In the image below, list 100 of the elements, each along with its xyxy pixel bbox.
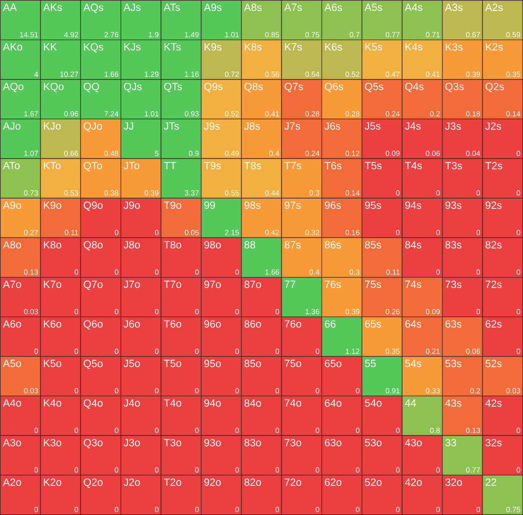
text: T6o [164,320,182,328]
text: AJo [2,122,20,130]
text: 76o [284,320,302,328]
text: A4s [404,4,422,11]
text: J4s [404,122,421,130]
text: J5o [124,360,140,368]
text: Q9o [84,202,103,211]
text: 63o [324,438,342,446]
text: 87s [284,241,301,248]
text: J6o [124,320,140,328]
text: K4o [44,399,62,407]
text: J8o [124,241,140,248]
text: 88 [244,241,256,248]
text: TT [164,162,176,170]
text: J2o [124,478,140,486]
text: T4o [164,399,182,407]
text: A8o [2,241,22,248]
text: 72s [486,280,502,288]
text: J7s [284,122,300,130]
text: 86o [244,320,262,328]
text: J2s [485,122,501,130]
text: T2s [485,162,502,170]
text: 54o [364,399,382,407]
text: K5o [44,360,62,368]
text: 52s [486,360,502,368]
text: A9s [204,4,222,12]
text: 93s [445,202,462,209]
text: K5s [365,43,382,51]
text: A3o [2,438,22,446]
text: T6s [324,162,342,170]
text: 75o [284,360,302,368]
text: 94s [405,202,422,209]
text: JTo [124,162,140,170]
text: J6s [324,122,340,130]
text: 98o [204,241,221,248]
text: 73o [284,438,302,446]
text: T5o [164,360,182,368]
text: 54s [405,360,422,368]
text: AKs [43,4,62,11]
text: 84s [405,241,422,248]
text: 95o [204,360,221,368]
text: 84o [244,399,262,407]
text: 52o [364,478,382,486]
text: J9o [124,202,140,209]
text: KTs [164,43,181,51]
text: 65s [365,320,382,328]
text: 43o [404,438,422,446]
text: A5o [2,360,22,368]
text: 72o [284,478,302,486]
text: A6s [324,4,342,12]
text: J4o [124,399,140,407]
text: K7o [44,280,62,288]
text: 75s [365,280,382,288]
text: 95s [365,202,382,209]
text: AKo [2,43,22,51]
text: 77 [284,280,296,288]
text: 44 [404,399,416,407]
text: 74o [284,399,302,407]
text: JJ [124,122,134,130]
text: 85o [244,360,262,368]
text: Q3o [84,438,103,448]
text: T8o [164,241,182,248]
text: Q4s [405,82,424,92]
text: 97s [284,202,301,209]
text: T5s [364,162,382,170]
text: K7s [285,43,302,51]
text: 65o [324,360,342,368]
text: J9s [204,122,220,130]
text: A4o [2,399,22,407]
text: 96s [324,202,341,209]
text: 87o [244,280,262,288]
text: 94o [204,399,221,407]
text: 82s [486,241,502,248]
text: 76s [324,280,341,288]
text: Q6s [324,82,344,92]
text: KQo [44,82,64,92]
text: T8s [244,162,262,170]
text: A6o [2,320,22,328]
text: K6s [325,43,342,51]
text: J8s [244,122,260,130]
text: 64s [405,320,422,328]
text: A9o [2,202,22,209]
text: K9o [44,202,62,209]
text: 92o [204,478,221,486]
text: 98s [244,202,260,209]
text: T4s [404,162,422,170]
text: KJs [124,43,140,51]
text: K8s [244,43,262,51]
text: Q5o [84,360,103,370]
text: Q3s [445,82,464,92]
text: AJs [123,4,140,11]
text: KK [44,43,57,50]
text: K2o [44,478,62,486]
text: QQ [84,82,100,92]
text: K4s [406,43,422,51]
text: KTo [44,162,61,170]
text: A3s [444,4,463,12]
text: 99 [204,202,215,209]
text: Q8s [244,82,263,92]
text: T9o [164,202,182,209]
